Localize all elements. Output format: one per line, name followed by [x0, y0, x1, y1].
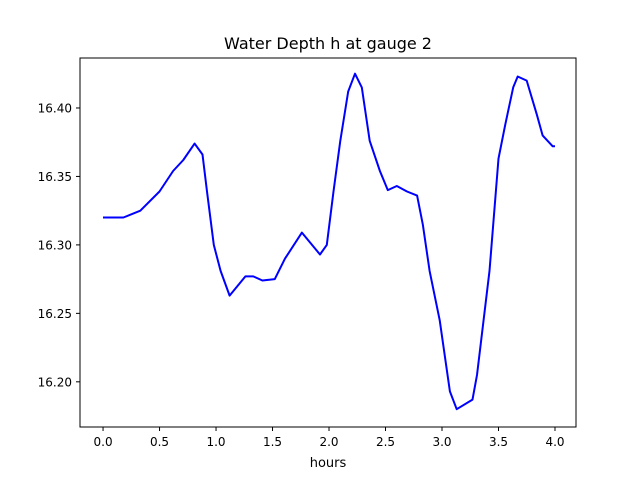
y-tick-label: 16.25: [38, 307, 72, 321]
x-axis-ticks: 0.0 0.5 1.0 1.5 2.0 2.5 3.0 3.5 4.0: [94, 427, 565, 449]
axes-frame: [79, 57, 577, 428]
chart-title: Water Depth h at gauge 2: [224, 34, 432, 53]
y-tick-label: 16.40: [38, 101, 72, 115]
x-tick-label: 3.0: [432, 435, 451, 449]
series-line-h: [103, 72, 555, 411]
x-tick-label: 0.5: [150, 435, 169, 449]
x-tick-label: 1.0: [206, 435, 225, 449]
y-axis-ticks: 16.20 16.25 16.30 16.35 16.40: [38, 101, 80, 389]
x-tick-label: 0.0: [94, 435, 113, 449]
x-tick-label: 4.0: [545, 435, 564, 449]
x-tick-label: 3.5: [489, 435, 508, 449]
y-tick-label: 16.30: [38, 238, 72, 252]
y-tick-label: 16.20: [38, 375, 72, 389]
x-axis-label: hours: [310, 456, 347, 471]
x-tick-label: 2.0: [319, 435, 338, 449]
y-tick-label: 16.35: [38, 170, 72, 184]
x-tick-label: 1.5: [263, 435, 282, 449]
x-tick-label: 2.5: [376, 435, 395, 449]
